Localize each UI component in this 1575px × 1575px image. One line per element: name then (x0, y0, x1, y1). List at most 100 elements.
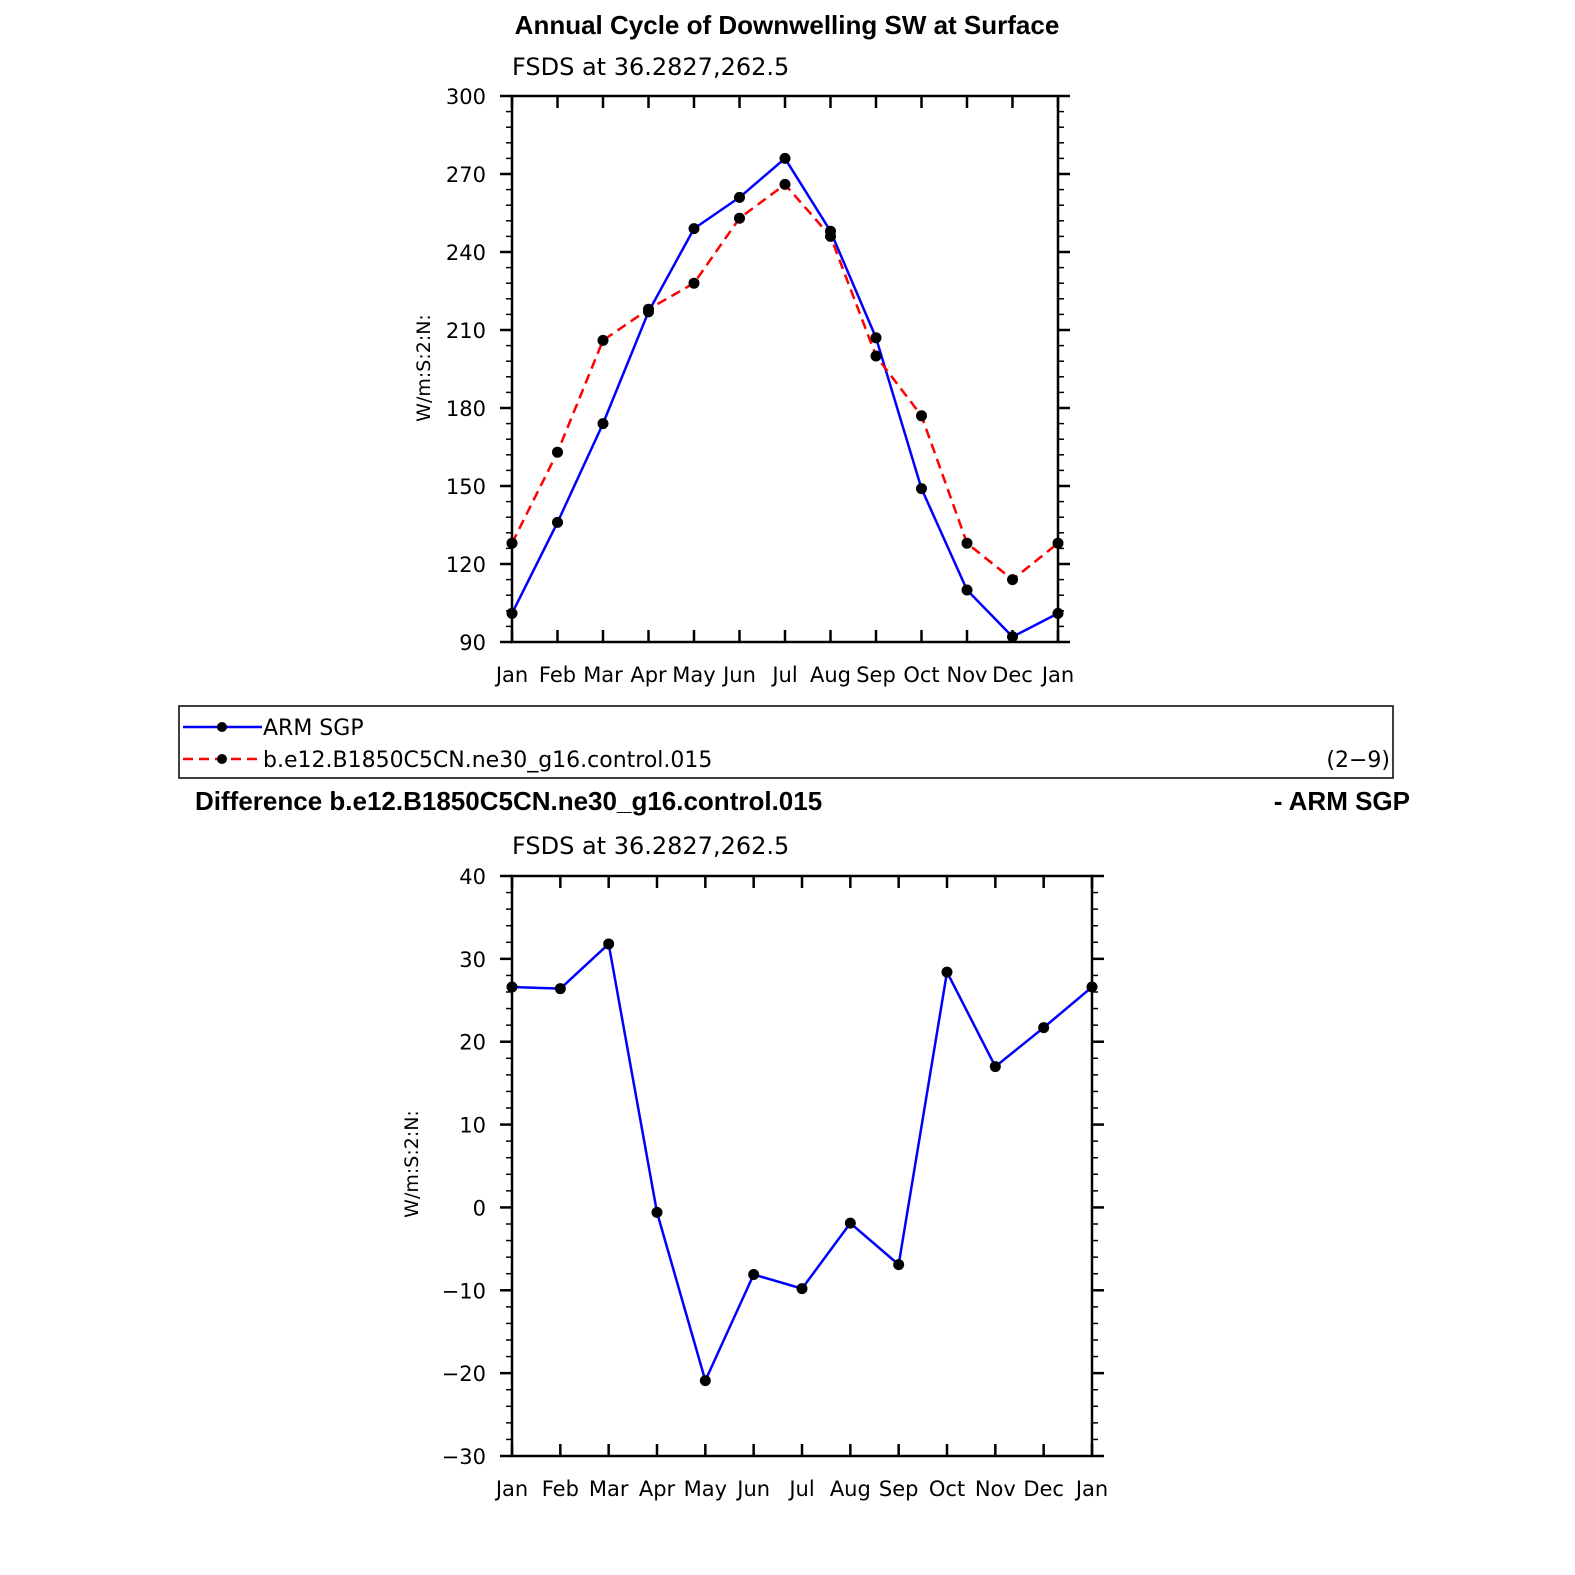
series-point-0 (734, 191, 745, 203)
chart-subtitle: FSDS at 36.2827,262.5 (512, 53, 789, 81)
diff-x-tick-label: Jan (1074, 1477, 1108, 1501)
y-tick-label: 270 (446, 163, 486, 187)
annual-cycle-chart: Annual Cycle of Downwelling SW at Surfac… (413, 10, 1074, 687)
x-tick-label: Jan (1040, 663, 1074, 687)
y-tick-label: 210 (446, 319, 486, 343)
diff-y-tick-label: −20 (442, 1362, 486, 1386)
series-point-0 (916, 483, 927, 495)
diff-y-tick-label: 0 (473, 1196, 486, 1220)
diff-x-tick-label: Dec (1023, 1477, 1064, 1501)
diff-series-point-0 (603, 938, 615, 950)
series-point-1 (552, 446, 563, 458)
y-tick-label: 300 (446, 85, 486, 109)
diff-x-tick-label: Mar (589, 1477, 629, 1501)
diff-subtitle: FSDS at 36.2827,262.5 (512, 832, 789, 860)
series-point-1 (825, 230, 836, 242)
series-point-0 (870, 332, 882, 344)
chart-title: Annual Cycle of Downwelling SW at Surfac… (515, 10, 1060, 40)
x-tick-label: Mar (583, 663, 623, 687)
series-point-1 (870, 350, 882, 362)
series-point-1 (1052, 537, 1064, 549)
diff-title: Difference b.e12.B1850C5CN.ne30_g16.cont… (195, 786, 822, 816)
diff-series-line-0 (511, 942, 1093, 1382)
diff-x-tick-label: Jun (735, 1477, 770, 1501)
x-tick-label: Aug (810, 663, 851, 687)
legend-note: (2−9) (1326, 748, 1390, 773)
legend-box (178, 705, 1394, 779)
series-point-0 (1007, 631, 1018, 643)
x-tick-label: Jun (721, 663, 756, 687)
diff-series-point-0 (1086, 981, 1098, 993)
diff-y-tick-label: −10 (442, 1279, 486, 1303)
diff-y-tick-label: 30 (459, 948, 486, 972)
series-point-0 (506, 607, 518, 619)
series-line-1 (510, 183, 1059, 581)
series-point-0 (597, 418, 609, 430)
diff-x-tick-label: Apr (639, 1477, 676, 1501)
legend-label-model: b.e12.B1850C5CN.ne30_g16.control.015 (263, 748, 712, 773)
diff-x-tick-label: Sep (879, 1477, 919, 1501)
diff-x-tick-label: Feb (542, 1477, 579, 1501)
x-tick-label: Sep (856, 663, 896, 687)
x-tick-label: Jan (494, 663, 528, 687)
series-point-1 (734, 212, 745, 224)
diff-series-point-0 (796, 1283, 808, 1295)
x-tick-label: Nov (947, 663, 988, 687)
diff-series-point-0 (893, 1259, 905, 1271)
diff-x-tick-label: Jan (494, 1477, 528, 1501)
diff-y-tick-label: −30 (442, 1445, 486, 1469)
diff-series-point-0 (844, 1217, 856, 1229)
y-tick-label: 120 (446, 553, 486, 577)
diff-series-point-0 (989, 1061, 1001, 1073)
series-point-1 (643, 303, 654, 315)
y-tick-label: 90 (459, 631, 486, 655)
legend-label-arm: ARM SGP (263, 716, 364, 741)
difference-chart: Difference b.e12.B1850C5CN.ne30_g16.cont… (195, 786, 1410, 1501)
diff-x-tick-label: Jul (787, 1477, 814, 1501)
diff-series-point-0 (651, 1206, 663, 1218)
series-point-1 (1007, 574, 1018, 586)
legend-marker-model (217, 754, 227, 764)
y-tick-label: 240 (446, 241, 486, 265)
diff-y-axis-label: W/m:S:2:N: (401, 1110, 423, 1218)
series-point-1 (961, 537, 973, 549)
y-tick-label: 180 (446, 397, 486, 421)
diff-x-tick-label: Oct (929, 1477, 965, 1501)
x-tick-label: May (672, 663, 715, 687)
diff-x-tick-label: May (684, 1477, 727, 1501)
series-line-0 (510, 157, 1059, 639)
diff-series-point-0 (748, 1269, 760, 1281)
series-point-1 (597, 334, 609, 346)
diff-series-point-0 (554, 983, 566, 995)
x-tick-label: Oct (903, 663, 939, 687)
series-point-1 (506, 537, 518, 549)
series-point-0 (1052, 607, 1064, 619)
x-tick-label: Dec (992, 663, 1033, 687)
legend-marker-arm (217, 722, 227, 732)
y-tick-label: 150 (446, 475, 486, 499)
diff-series-point-0 (699, 1375, 711, 1387)
diff-x-tick-label: Nov (975, 1477, 1016, 1501)
x-tick-label: Jul (770, 663, 797, 687)
series-point-0 (779, 152, 791, 164)
series-point-0 (688, 223, 700, 235)
x-tick-label: Feb (539, 663, 576, 687)
diff-series-point-0 (941, 966, 953, 978)
diff-y-tick-label: 10 (459, 1114, 486, 1138)
diff-plot-frame (510, 874, 1094, 1458)
series-point-1 (688, 277, 700, 289)
diff-series-point-0 (506, 981, 518, 993)
series-point-1 (779, 178, 791, 190)
diff-title-right: - ARM SGP (1274, 786, 1410, 816)
series-point-0 (552, 516, 563, 528)
diff-x-tick-label: Aug (830, 1477, 871, 1501)
y-axis-label: W/m:S:2:N: (413, 314, 435, 422)
legend: ARM SGP b.e12.B1850C5CN.ne30_g16.control… (178, 705, 1394, 779)
x-tick-label: Apr (630, 663, 667, 687)
diff-y-tick-label: 40 (459, 865, 486, 889)
series-point-1 (916, 410, 927, 422)
diff-y-tick-label: 20 (459, 1031, 486, 1055)
diff-series-point-0 (1038, 1022, 1050, 1034)
series-point-0 (961, 584, 973, 596)
